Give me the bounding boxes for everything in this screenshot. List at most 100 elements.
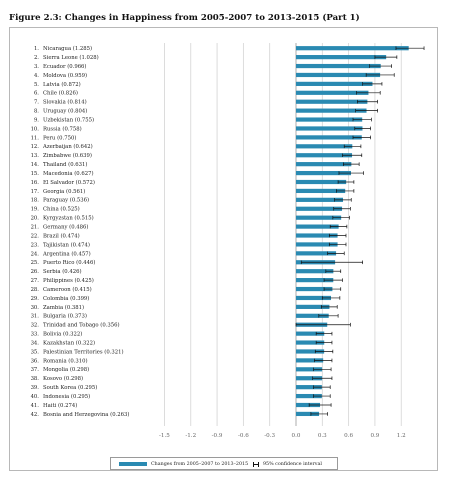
category-rank: 2. bbox=[34, 55, 39, 61]
category-rank: 27. bbox=[31, 278, 40, 284]
category-rank: 29. bbox=[31, 296, 40, 302]
category-label: Slovakia (0.814) bbox=[43, 99, 87, 106]
bar bbox=[296, 206, 343, 211]
bar bbox=[296, 153, 353, 158]
bar bbox=[296, 162, 352, 167]
category-label: Philippines (0.425) bbox=[43, 277, 94, 284]
category-rank: 28. bbox=[31, 287, 40, 293]
category-label: Azerbaijan (0.642) bbox=[42, 143, 93, 150]
bar bbox=[296, 179, 347, 185]
bar bbox=[296, 340, 325, 345]
bar bbox=[296, 313, 329, 318]
category-label: Georgia (0.561) bbox=[43, 188, 85, 195]
bar bbox=[296, 117, 363, 122]
bar bbox=[296, 46, 409, 51]
bar bbox=[296, 55, 387, 60]
chart-legend: Changes from 2005–2007 to 2013–2015 95% … bbox=[110, 457, 338, 470]
category-label: Mongolia (0.298) bbox=[43, 366, 89, 373]
category-rank: 23. bbox=[31, 242, 40, 248]
category-label: Russia (0.758) bbox=[43, 125, 82, 132]
category-rank: 14. bbox=[31, 162, 40, 168]
bar bbox=[296, 411, 320, 417]
legend-bar-swatch bbox=[119, 462, 147, 466]
category-rank: 31. bbox=[31, 314, 40, 320]
category-label: South Korea (0.295) bbox=[43, 384, 97, 391]
bar bbox=[296, 393, 322, 399]
bar bbox=[296, 188, 346, 194]
category-label: Haiti (0.274) bbox=[43, 402, 77, 409]
bar bbox=[296, 402, 321, 408]
category-label: Serbia (0.426) bbox=[43, 268, 82, 275]
category-rank: 37. bbox=[31, 367, 40, 373]
bar bbox=[296, 376, 323, 381]
category-rank: 42. bbox=[31, 412, 40, 418]
x-tick-label: -0.3 bbox=[264, 433, 275, 439]
category-rank: 38. bbox=[31, 376, 40, 382]
x-tick-label: 1.2 bbox=[397, 433, 406, 439]
category-rank: 3. bbox=[34, 64, 39, 70]
category-rank: 33. bbox=[31, 332, 40, 338]
category-label: Indonesia (0.295) bbox=[43, 393, 90, 400]
bar bbox=[296, 170, 351, 176]
category-rank: 30. bbox=[31, 305, 40, 311]
bar bbox=[296, 349, 325, 354]
bar bbox=[296, 144, 353, 149]
legend-ci-label: 95% confidence interval bbox=[263, 461, 322, 467]
category-rank: 25. bbox=[31, 260, 40, 266]
category-label: Paraguay (0.536) bbox=[43, 197, 89, 204]
confidence-interval-layer bbox=[295, 46, 425, 416]
legend-item-ci: 95% confidence interval bbox=[253, 461, 322, 467]
category-label-layer: 1. Nicaragua (1.285) 2. Sierra Leone (1.028… bbox=[31, 45, 130, 418]
category-rank: 8. bbox=[34, 109, 39, 115]
bar bbox=[296, 126, 363, 131]
category-label: Ecuador (0.966) bbox=[43, 63, 87, 70]
category-label: Zimbabwe (0.639) bbox=[43, 152, 92, 159]
category-label: Germany (0.486) bbox=[43, 224, 88, 231]
x-tick-label: 0.3 bbox=[318, 433, 327, 439]
category-rank: 9. bbox=[34, 117, 39, 123]
category-rank: 1. bbox=[34, 46, 39, 52]
category-rank: 11. bbox=[31, 135, 40, 141]
bar bbox=[296, 108, 367, 113]
category-label: Kosovo (0.298) bbox=[43, 375, 83, 382]
x-tick-label: 0.0 bbox=[292, 433, 301, 439]
x-tick-label: -1.5 bbox=[159, 433, 170, 439]
category-label: Bosnia and Herzegovina (0.263) bbox=[43, 411, 129, 418]
category-rank: 35. bbox=[31, 349, 40, 355]
bar bbox=[296, 269, 334, 274]
category-rank: 5. bbox=[34, 82, 39, 88]
bar bbox=[296, 242, 338, 247]
category-label: Sierra Leone (1.028) bbox=[43, 54, 99, 61]
category-label: Uzbekistan (0.755) bbox=[43, 116, 94, 123]
category-label: Nicaragua (1.285) bbox=[43, 45, 92, 52]
category-label: Uruguay (0.804) bbox=[43, 108, 87, 115]
category-rank: 20. bbox=[31, 216, 40, 222]
category-label: Thailand (0.631) bbox=[43, 161, 87, 168]
bar bbox=[296, 63, 381, 69]
x-tick-label: -0.9 bbox=[212, 433, 223, 439]
bar bbox=[296, 90, 369, 95]
category-rank: 12. bbox=[31, 144, 40, 150]
bar bbox=[296, 135, 362, 140]
bar bbox=[296, 385, 322, 390]
bar bbox=[296, 295, 331, 301]
category-label: Trinidad and Tobago (0.356) bbox=[43, 322, 120, 329]
category-label: Tajikistan (0.474) bbox=[43, 241, 90, 248]
x-tick-label: 0.6 bbox=[344, 433, 353, 439]
category-rank: 34. bbox=[31, 340, 40, 346]
legend-item-bar: Changes from 2005–2007 to 2013–2015 bbox=[119, 461, 248, 467]
category-label: China (0.525) bbox=[43, 206, 80, 213]
bar bbox=[296, 304, 330, 309]
category-rank: 13. bbox=[31, 153, 40, 159]
legend-bar-label: Changes from 2005–2007 to 2013–2015 bbox=[151, 461, 249, 467]
bar bbox=[296, 358, 324, 363]
category-label: Argentina (0.457) bbox=[42, 250, 91, 257]
category-rank: 21. bbox=[31, 225, 40, 231]
legend-ci-swatch bbox=[253, 461, 259, 467]
bar bbox=[296, 278, 334, 283]
category-label: Colombia (0.399) bbox=[43, 295, 89, 302]
x-tick-label: 0.9 bbox=[370, 433, 379, 439]
category-rank: 32. bbox=[31, 323, 40, 329]
category-label: Zambia (0.381) bbox=[43, 304, 84, 311]
